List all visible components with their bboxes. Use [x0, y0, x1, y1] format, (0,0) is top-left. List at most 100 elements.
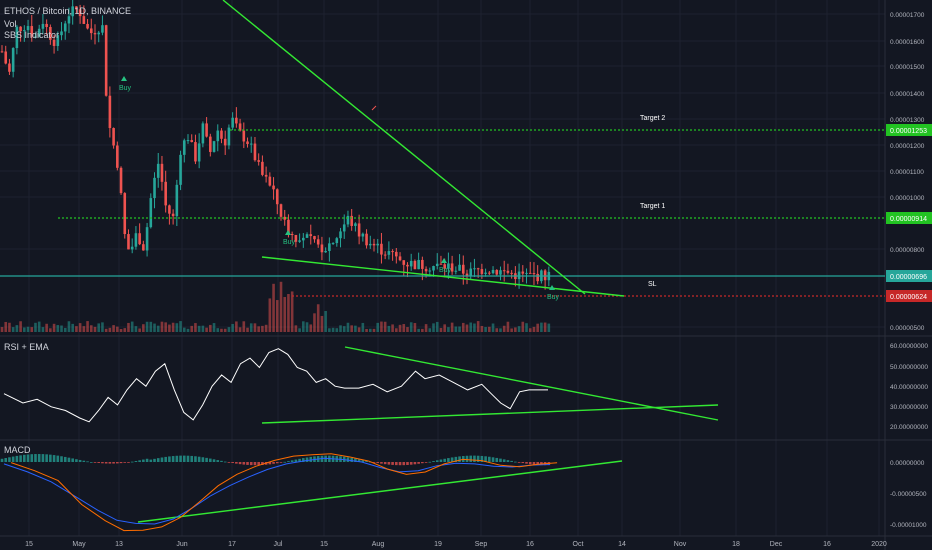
macd-histogram-bar — [387, 462, 391, 465]
macd-histogram-bar — [249, 462, 253, 466]
time-axis-tick: 2020 — [871, 541, 887, 548]
macd-histogram-bar — [235, 462, 238, 464]
volume-bar — [257, 326, 260, 332]
volume-bar — [227, 327, 231, 332]
candle-body — [134, 233, 138, 247]
macd-histogram-bar — [93, 462, 97, 463]
volume-bar — [37, 321, 41, 332]
price-axis-tick: 0.00001700 — [890, 12, 925, 19]
macd-pane-label[interactable]: MACD — [4, 445, 31, 455]
volume-bar — [488, 326, 491, 332]
volume-bar — [473, 323, 476, 332]
candle-body — [127, 234, 130, 250]
macd-histogram-bar — [253, 462, 257, 466]
candle-body — [488, 272, 491, 274]
candle-body — [182, 140, 186, 155]
macd-histogram-bar — [532, 462, 536, 465]
candle-body — [443, 264, 446, 269]
macd-histogram-bar — [242, 462, 246, 465]
rsi-axis-tick: 40.00000000 — [890, 384, 928, 391]
volume-bar — [532, 326, 536, 332]
macd-histogram-bar — [168, 456, 171, 462]
candle-body — [506, 270, 510, 273]
volume-bar — [547, 323, 551, 332]
volume-bar — [101, 322, 104, 332]
candle-body — [525, 272, 528, 274]
volume-bar — [171, 322, 175, 332]
volume-bar — [354, 325, 357, 332]
volume-bar — [123, 328, 127, 332]
candle-body — [439, 263, 443, 265]
candle-body — [287, 219, 290, 234]
time-axis-tick: Dec — [770, 541, 783, 548]
macd-histogram-bar — [465, 455, 469, 462]
macd-histogram-bar — [179, 455, 182, 462]
macd-axis-tick: -0.00001000 — [890, 522, 927, 529]
candle-body — [0, 51, 4, 53]
macd-histogram-bar — [365, 460, 368, 462]
volume-bar — [63, 327, 67, 332]
macd-histogram-bar — [149, 459, 153, 462]
candle-body — [543, 270, 547, 281]
volume-bar — [119, 328, 123, 332]
macd-axis-tick: -0.00000500 — [890, 491, 927, 498]
candle-body — [19, 26, 22, 32]
volume-bar — [528, 328, 532, 332]
candle-body — [119, 167, 123, 194]
macd-histogram-bar — [15, 455, 19, 462]
candle-body — [82, 16, 86, 24]
level-price-tag — [886, 124, 932, 136]
candle-body — [45, 23, 48, 28]
volume-bar — [335, 328, 339, 332]
candle-body — [175, 184, 179, 217]
volume-bar — [465, 324, 469, 332]
macd-histogram-bar — [346, 457, 350, 462]
candle-body — [484, 272, 487, 274]
volume-bar — [540, 322, 543, 332]
level-price-tag — [886, 270, 932, 282]
candle-body — [71, 6, 74, 17]
candle-body — [406, 264, 409, 267]
volume-bar — [253, 323, 257, 332]
macd-histogram-bar — [510, 460, 513, 462]
volume-bar — [175, 323, 179, 332]
volume-bar — [156, 325, 160, 332]
sbs-indicator-label[interactable]: SBS Indicator — [4, 30, 60, 40]
volume-indicator-label[interactable]: Vol — [4, 19, 17, 29]
candle-body — [268, 176, 272, 186]
macd-histogram-bar — [182, 455, 186, 462]
time-axis-tick: 17 — [228, 541, 236, 548]
candle-body — [249, 143, 253, 145]
price-axis-tick: 0.00001600 — [890, 39, 925, 46]
buy-arrow-icon — [121, 76, 127, 81]
volume-bar — [261, 325, 264, 332]
macd-histogram-bar — [488, 456, 491, 462]
buy-arrow-icon — [285, 230, 291, 235]
volume-bar — [502, 325, 506, 332]
macd-histogram-bar — [164, 456, 167, 462]
buy-arrow-icon — [441, 258, 447, 263]
volume-bar — [395, 328, 398, 332]
symbol-title[interactable]: ETHOS / Bitcoin, 1D, BINANCE — [4, 6, 132, 16]
candle-body — [23, 30, 26, 32]
macd-histogram-bar — [357, 459, 361, 462]
volume-bar — [153, 323, 156, 332]
rsi-pane-label[interactable]: RSI + EMA — [4, 342, 49, 352]
volume-bar — [305, 322, 309, 332]
macd-histogram-bar — [145, 458, 149, 462]
candle-body — [428, 270, 432, 272]
price-axis-tick: 0.00001500 — [890, 64, 925, 71]
candle-body — [138, 233, 141, 245]
macd-histogram-bar — [302, 458, 305, 462]
candle-body — [536, 273, 539, 282]
volume-bar — [149, 321, 153, 332]
volume-bars — [0, 281, 551, 332]
macd-histogram-bar — [279, 462, 283, 463]
macd-histogram-bar — [528, 462, 532, 465]
candle-body — [342, 224, 346, 232]
volume-bar — [506, 321, 510, 332]
volume-bar — [160, 321, 164, 332]
volume-bar — [231, 323, 234, 332]
macd-histogram-bar — [268, 462, 272, 465]
